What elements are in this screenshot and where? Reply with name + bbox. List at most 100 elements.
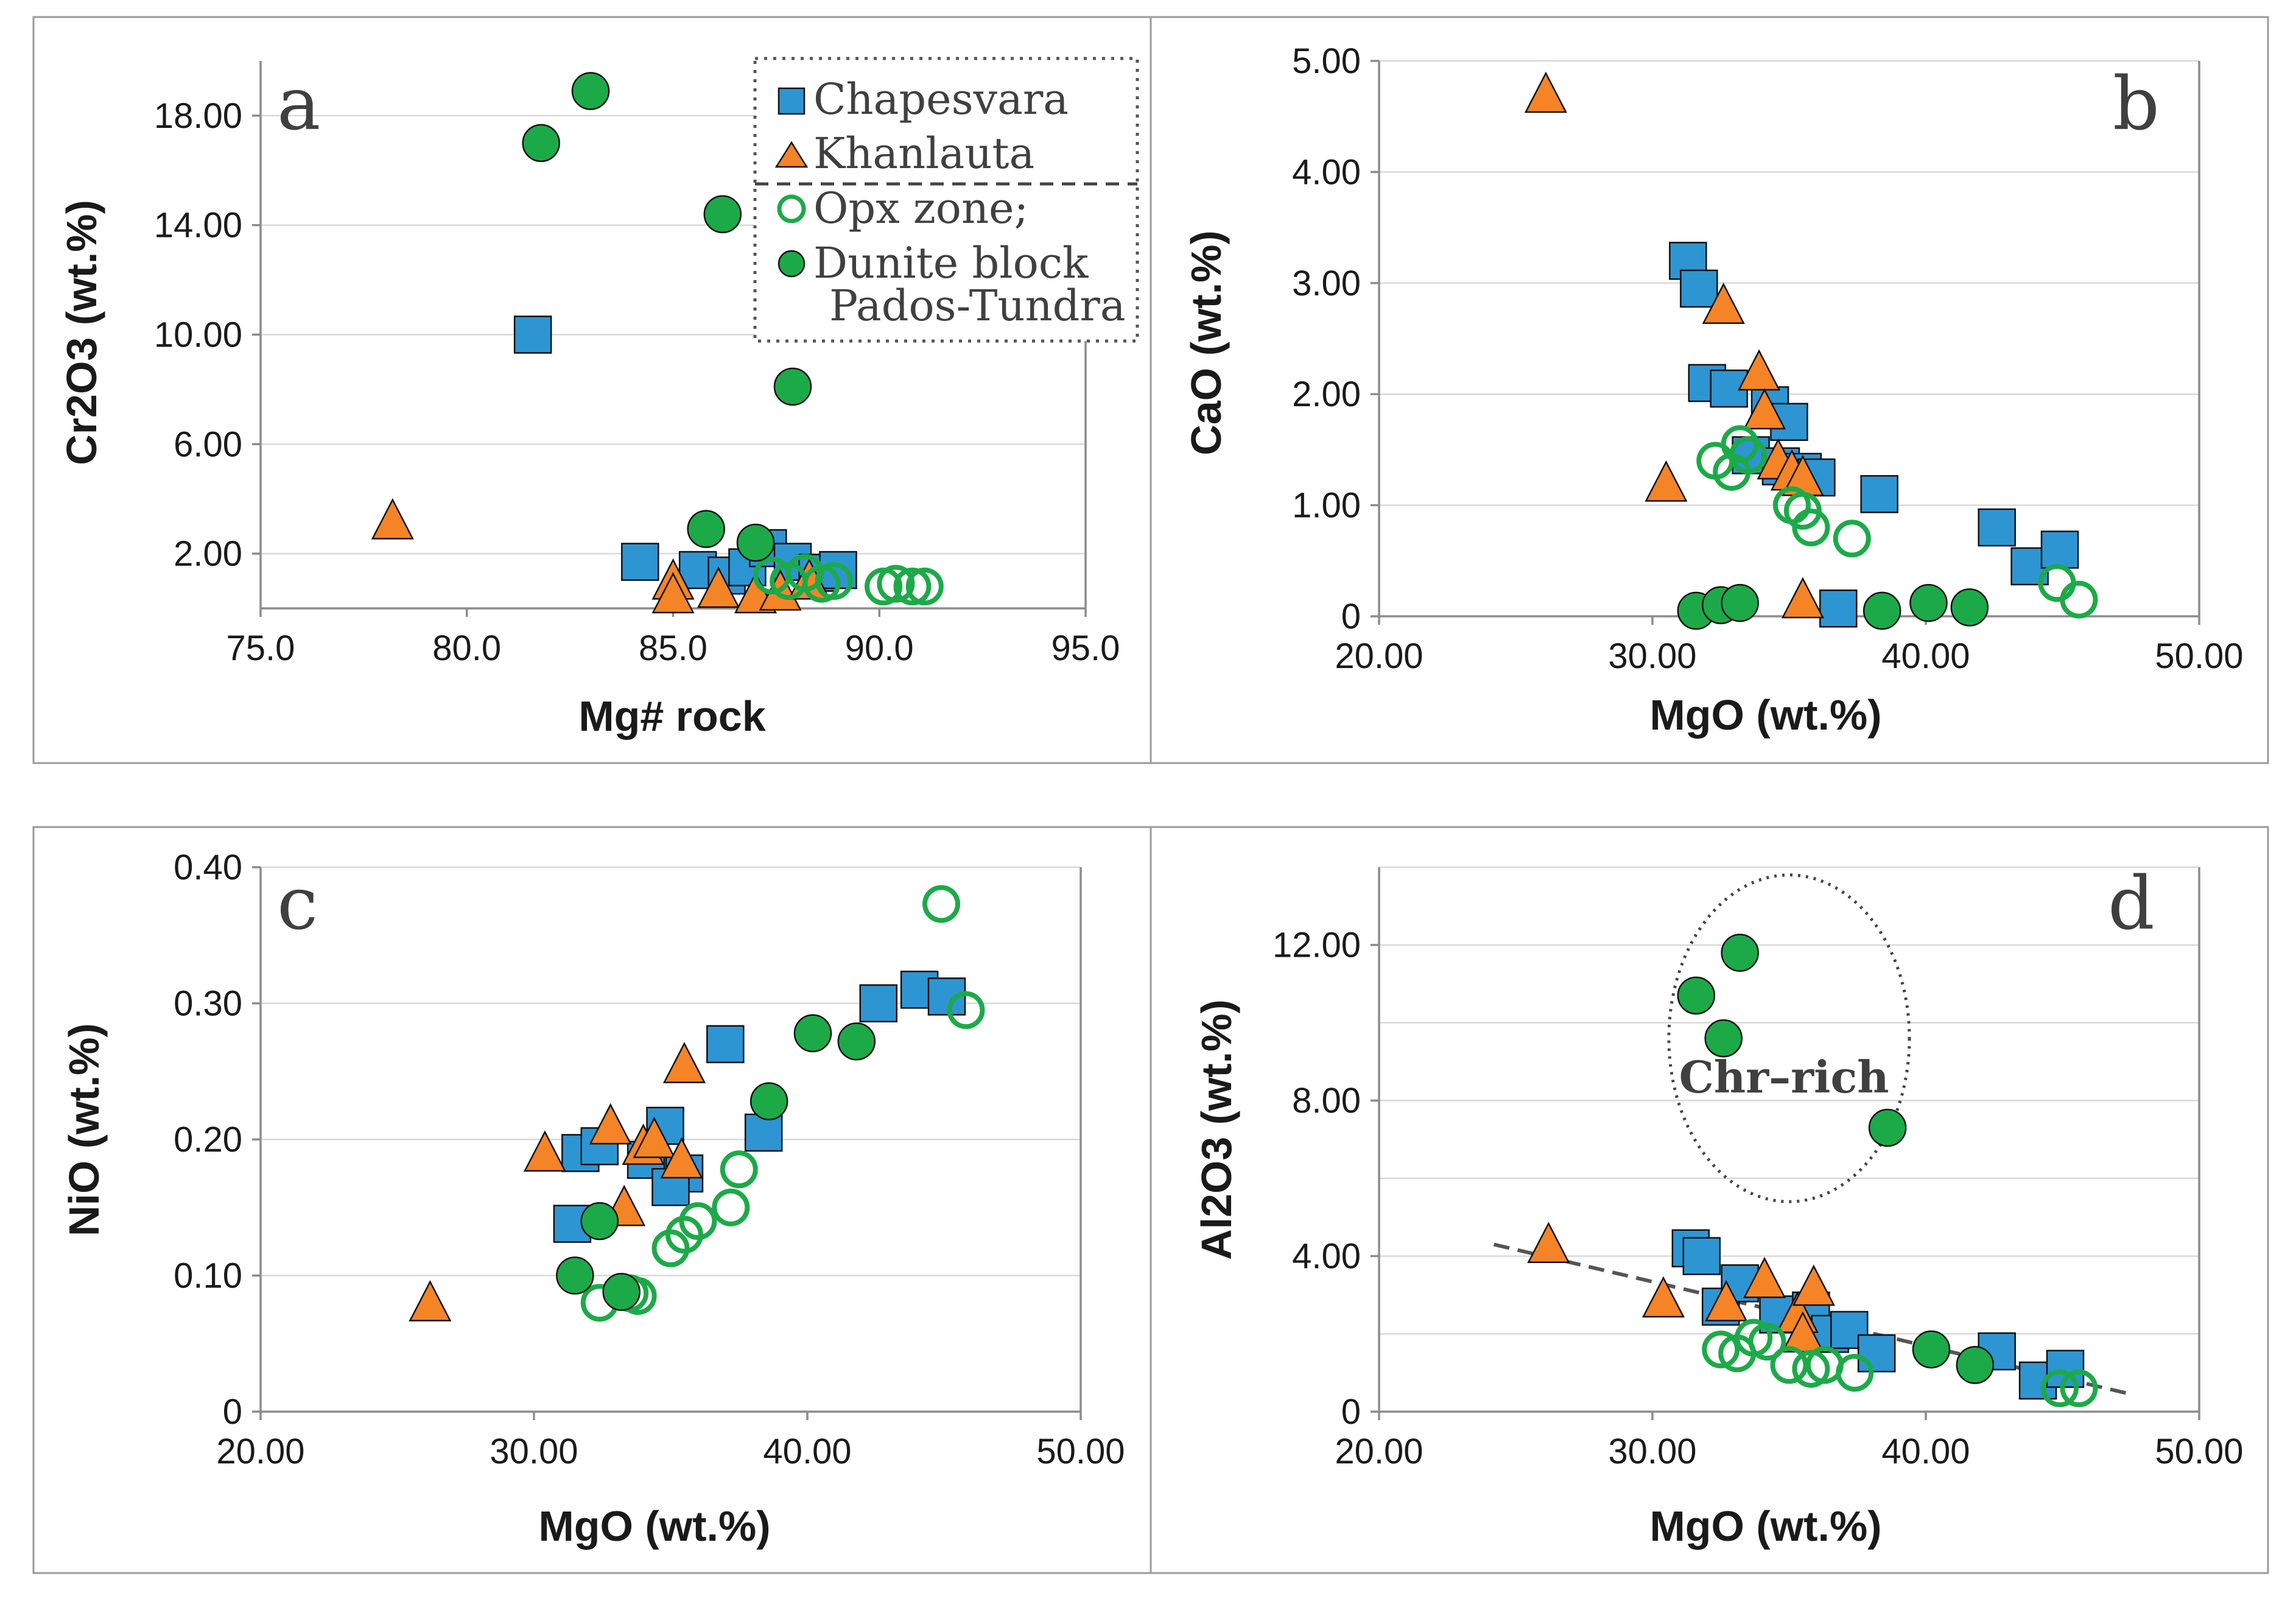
panel-a-x-tick-label: 95.0	[1051, 628, 1120, 668]
dunite-block-point	[837, 1022, 876, 1061]
opx-zone-point	[815, 562, 853, 600]
panel-d-y-tick-label: 4.00	[1292, 1237, 1361, 1276]
opx-zone-point	[1833, 519, 1871, 558]
legend-label-pados-tundra: Pados-Tundra	[829, 281, 1126, 331]
legend-marker-chapesvara	[778, 87, 806, 115]
opx-zone-point	[877, 565, 915, 603]
khanlauta-point	[589, 1103, 632, 1145]
panel-c-letter: c	[277, 862, 318, 946]
legend-label-khanlauta: Khanlauta	[813, 128, 1034, 178]
dunite-block-point	[1721, 583, 1759, 622]
panel-c-y-tick-label: 0	[223, 1392, 242, 1432]
chapesvara-point	[1830, 1311, 1869, 1350]
panel-d-x-tick-label: 50.00	[2155, 1432, 2243, 1471]
khanlauta-point	[697, 566, 740, 608]
panel-d-x-tick-label: 20.00	[1335, 1432, 1423, 1471]
chapesvara-point	[513, 315, 552, 354]
dunite-block-point	[1677, 976, 1716, 1015]
chapesvara-point	[744, 1113, 783, 1152]
panel-b-x-axis-title: MgO (wt.%)	[1649, 691, 1881, 739]
panel-c-data-points	[409, 885, 985, 1322]
panel-a-x-tick-label: 90.0	[845, 628, 914, 668]
panel-b: 0 1.00 2.00 3.00 4.00 5.00 20.00 30.00 40.00 50.0…	[1150, 16, 2269, 764]
panel-c-frame	[32, 826, 1152, 1574]
panel-c-y-tick-label: 0.20	[174, 1120, 242, 1160]
panel-a-y-axis-title: Cr2O3 (wt.%)	[58, 200, 105, 465]
dunite-block-point	[750, 1082, 788, 1121]
khanlauta-point	[1781, 1311, 1825, 1353]
panel-d-frame	[1150, 826, 2269, 1574]
panel-b-y-tick-label: 0	[1341, 597, 1361, 636]
panel-d: 0 4.00 8.00 12.00 20.00 30.00 40.00 50.00 MgO (…	[1150, 826, 2269, 1574]
panel-d-data-points	[1527, 934, 2098, 1407]
khanlauta-point	[1527, 1222, 1570, 1263]
panel-b-x-tick-label: 50.00	[2155, 636, 2243, 676]
dunite-block-point	[1862, 591, 1901, 630]
panel-a-y-tick-label: 18.00	[154, 96, 242, 136]
chapesvara-point	[706, 1025, 745, 1063]
panel-d-tick-labels: 0 4.00 8.00 12.00 20.00 30.00 40.00 50.00	[1273, 926, 2244, 1471]
khanlauta-point	[1705, 1279, 1748, 1322]
khanlauta-point	[409, 1279, 452, 1322]
legend-frame	[753, 57, 1139, 343]
panel-a-y-tick-label: 6.00	[174, 424, 242, 464]
panel-b-y-axis-title: CaO (wt.%)	[1182, 230, 1230, 455]
opx-zone-point	[2041, 1369, 2079, 1407]
dunite-block-point	[1912, 1330, 1951, 1369]
khanlauta-point	[660, 1137, 703, 1179]
panel-a-tick-labels: 2.00 6.00 10.00 14.00 18.00 75.0 80.0 85.0 90.0 9…	[154, 96, 1120, 668]
panel-b-y-tick-label: 1.00	[1292, 486, 1361, 526]
dunite-block-point	[1950, 588, 1989, 627]
chapesvara-point	[1857, 1334, 1896, 1373]
opx-zone-point	[651, 1229, 690, 1267]
dunite-block-point	[556, 1256, 594, 1295]
panel-c-x-tick-label: 20.00	[216, 1432, 304, 1471]
chr-rich-label: Chr–rich	[1679, 1051, 1889, 1103]
panel-d-gridlines	[1379, 866, 2199, 1335]
opx-zone-point	[2060, 580, 2098, 619]
panel-d-x-tick-label: 40.00	[1881, 1432, 1970, 1471]
khanlauta-point	[651, 572, 695, 614]
khanlauta-point	[633, 1116, 676, 1158]
panel-c-x-tick-label: 30.00	[490, 1432, 578, 1471]
panel-c-x-axis-title: MgO (wt.%)	[538, 1502, 770, 1550]
dunite-block-point	[1704, 1019, 1743, 1058]
panel-c-x-tick-label: 50.00	[1036, 1432, 1125, 1471]
chapesvara-point	[1680, 269, 1718, 308]
opx-zone-point	[922, 885, 961, 923]
panel-c: 0 0.10 0.20 0.30 0.40 20.00 30.00 40.00 50.00 Mg…	[32, 826, 1152, 1574]
legend-marker-dunite-block	[778, 250, 806, 278]
panel-d-y-tick-label: 0	[1341, 1392, 1361, 1432]
khanlauta-point	[1641, 1276, 1685, 1318]
panel-c-y-tick-label: 0.10	[174, 1256, 242, 1296]
panel-a-y-tick-label: 2.00	[174, 534, 242, 574]
opx-zone-point	[905, 568, 944, 606]
panel-c-axes	[252, 866, 1082, 1420]
dunite-block-point	[736, 523, 775, 562]
legend-label-dunite-block: Dunite block	[813, 238, 1089, 288]
khanlauta-point	[523, 1130, 567, 1172]
opx-zone-point	[1729, 436, 1768, 474]
panel-b-tick-labels: 0 1.00 2.00 3.00 4.00 5.00 20.00 30.00 40.00 50.0…	[1292, 41, 2243, 676]
dunite-block-point	[522, 124, 560, 163]
panel-d-y-tick-label: 12.00	[1273, 926, 1361, 965]
panel-d-axes	[1371, 867, 2200, 1420]
panel-b-data-points	[1524, 71, 2098, 630]
panel-b-y-tick-label: 3.00	[1292, 264, 1361, 303]
khanlauta-point	[1738, 349, 1781, 391]
khanlauta-point	[1702, 283, 1745, 324]
panel-a-letter: a	[277, 62, 321, 147]
legend: Chapesvara Khanlauta Opx zone; Dunite bl…	[753, 57, 1139, 343]
panel-b-y-tick-label: 2.00	[1292, 375, 1361, 414]
khanlauta-point	[662, 1041, 706, 1083]
khanlauta-point	[1524, 71, 1567, 113]
panel-d-y-axis-title: Al2O3 (wt.%)	[1193, 999, 1240, 1260]
panel-b-x-tick-label: 40.00	[1881, 636, 1970, 676]
panel-b-x-tick-label: 30.00	[1608, 636, 1696, 676]
dunite-block-point	[1956, 1346, 1995, 1384]
panel-d-letter: d	[2108, 862, 2155, 946]
opx-zone-point	[2060, 1369, 2098, 1407]
panel-b-y-tick-label: 5.00	[1292, 41, 1361, 81]
panel-a-x-tick-label: 85.0	[639, 628, 707, 668]
panel-a-y-tick-label: 14.00	[154, 206, 242, 245]
